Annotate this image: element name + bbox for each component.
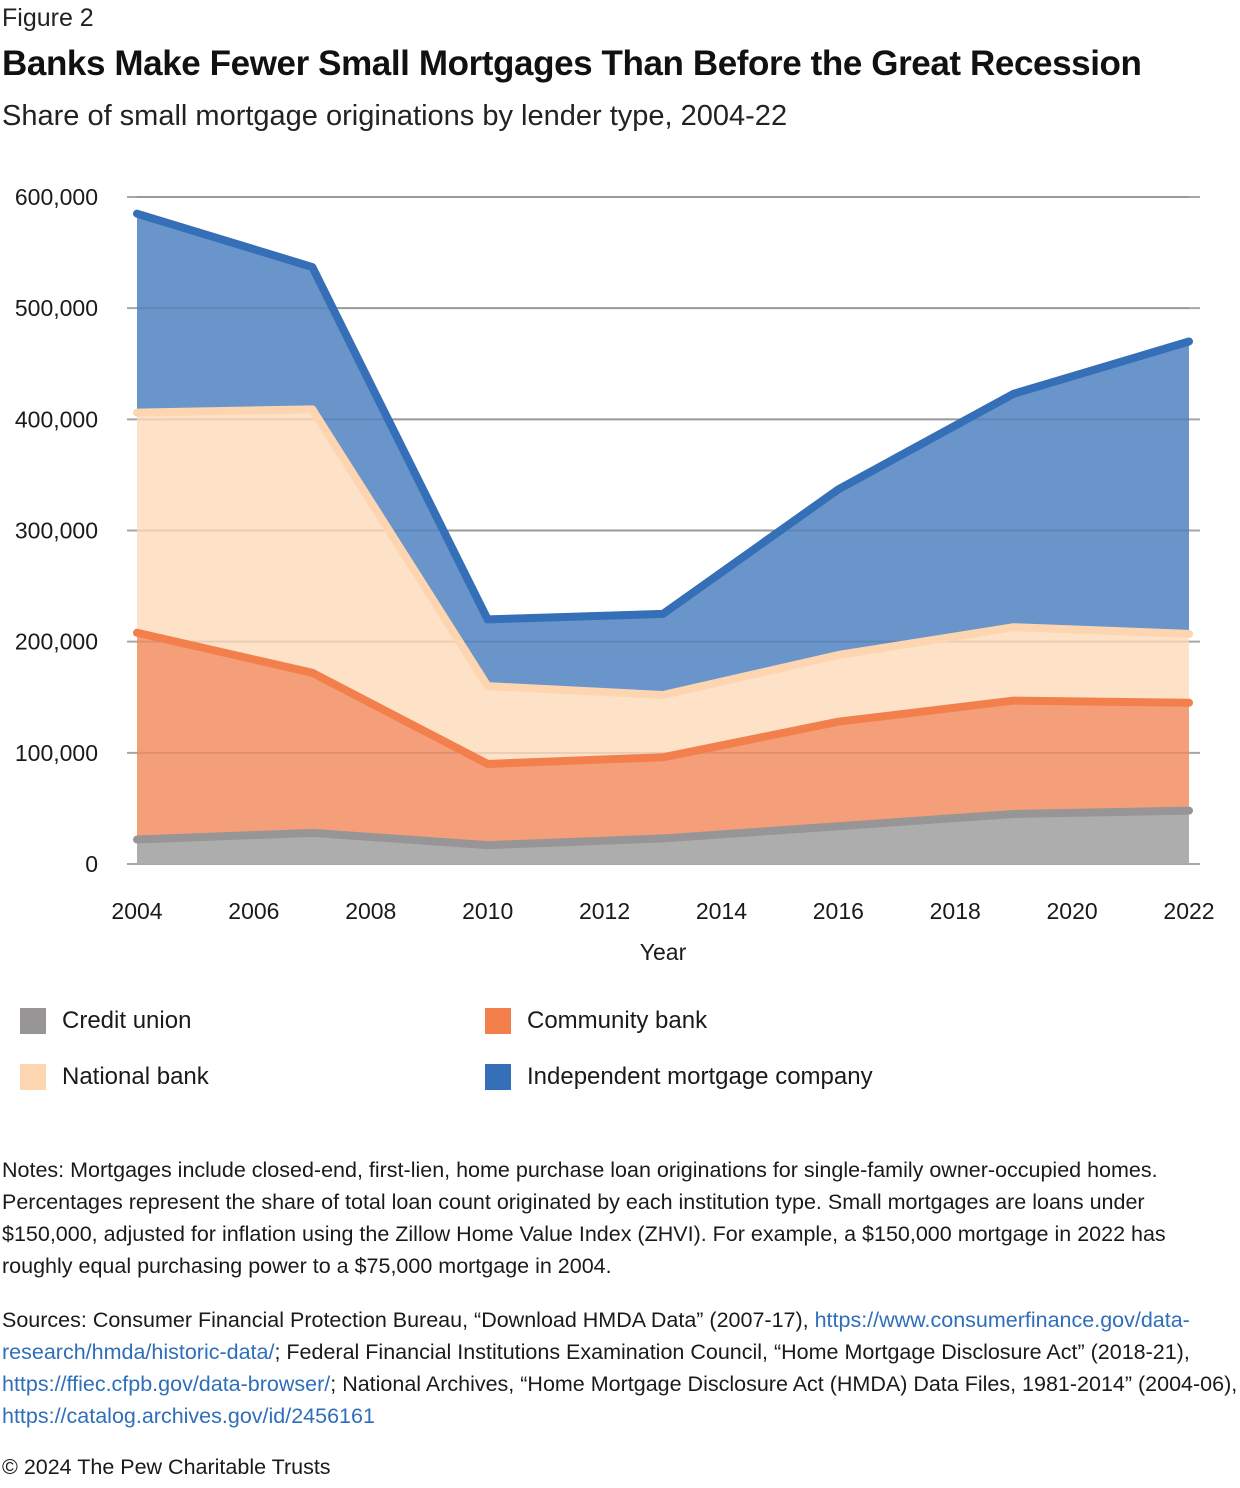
x-tick-label: 2022 xyxy=(1163,898,1214,924)
legend-label: National bank xyxy=(62,1063,209,1090)
line-community-bank xyxy=(133,628,1193,768)
line-national-bank xyxy=(133,405,1193,700)
legend-label: Independent mortgage company xyxy=(527,1063,873,1090)
x-tick-label: 2010 xyxy=(462,898,513,924)
line-independent-mortgage-company xyxy=(133,209,1193,624)
y-axis-ticks: 0 100,000 200,000 300,000 400,000 500,000 600,… xyxy=(15,184,98,877)
legend-swatch xyxy=(20,1064,46,1090)
legend-swatch xyxy=(485,1064,511,1090)
legend-swatch xyxy=(485,1008,511,1034)
x-tick-label: 2012 xyxy=(579,898,630,924)
series-lines xyxy=(133,209,1193,850)
sources-text: Sources: Consumer Financial Protection B… xyxy=(2,1308,815,1332)
x-tick-label: 2018 xyxy=(930,898,981,924)
x-axis-title: Year xyxy=(640,939,687,965)
x-axis-ticks: 2004 2006 2008 2010 2012 2014 2016 2018 2020 2022 xyxy=(111,898,1214,924)
stacked-area-chart: 0 100,000 200,000 300,000 400,000 500,000 600,… xyxy=(15,184,1215,965)
area-series xyxy=(137,196,1189,864)
sources-text: ; Federal Financial Institutions Examina… xyxy=(274,1340,1190,1364)
source-link-cfpb[interactable]: https://www.consumerfinance.gov/data-res… xyxy=(2,1308,1190,1364)
x-tick-label: 2004 xyxy=(111,898,162,924)
legend-label: Credit union xyxy=(62,1007,192,1034)
line-credit-union xyxy=(133,806,1193,850)
x-tick-label: 2016 xyxy=(813,898,864,924)
y-tick-label: 200,000 xyxy=(15,629,98,655)
legend-swatch xyxy=(20,1008,46,1034)
y-tick-label: 600,000 xyxy=(15,184,98,210)
y-tick-label: 300,000 xyxy=(15,518,98,544)
legend-item-credit-union: Credit union xyxy=(20,1007,191,1035)
y-tick-label: 100,000 xyxy=(15,740,98,766)
source-link-ffiec[interactable]: https://ffiec.cfpb.gov/data-browser/ xyxy=(2,1372,331,1396)
legend-item-independent-mortgage-company: Independent mortgage company xyxy=(485,1063,873,1091)
copyright: © 2024 The Pew Charitable Trusts xyxy=(2,1455,331,1479)
y-tick-label: 0 xyxy=(85,851,98,877)
area-independent-mortgage-company xyxy=(137,213,1189,696)
x-tick-label: 2006 xyxy=(228,898,279,924)
figure-label: Figure 2 xyxy=(2,4,94,32)
chart-subtitle: Share of small mortgage originations by … xyxy=(2,100,788,132)
y-tick-label: 400,000 xyxy=(15,406,98,432)
sources: Sources: Consumer Financial Protection B… xyxy=(2,1304,1238,1432)
source-link-archives[interactable]: https://catalog.archives.gov/id/2456161 xyxy=(2,1404,375,1428)
chart-title: Banks Make Fewer Small Mortgages Than Be… xyxy=(2,44,1142,83)
sources-text: ; National Archives, “Home Mortgage Disc… xyxy=(330,1372,1238,1396)
x-tick-label: 2008 xyxy=(345,898,396,924)
notes: Notes: Mortgages include closed-end, fir… xyxy=(2,1158,1166,1278)
legend-item-community-bank: Community bank xyxy=(485,1007,707,1035)
legend-label: Community bank xyxy=(527,1007,708,1034)
x-tick-label: 2014 xyxy=(696,898,747,924)
y-tick-label: 500,000 xyxy=(15,295,98,321)
legend-item-national-bank: National bank xyxy=(20,1063,209,1091)
area-community-bank xyxy=(137,632,1189,846)
x-tick-label: 2020 xyxy=(1047,898,1098,924)
area-national-bank xyxy=(137,409,1189,764)
